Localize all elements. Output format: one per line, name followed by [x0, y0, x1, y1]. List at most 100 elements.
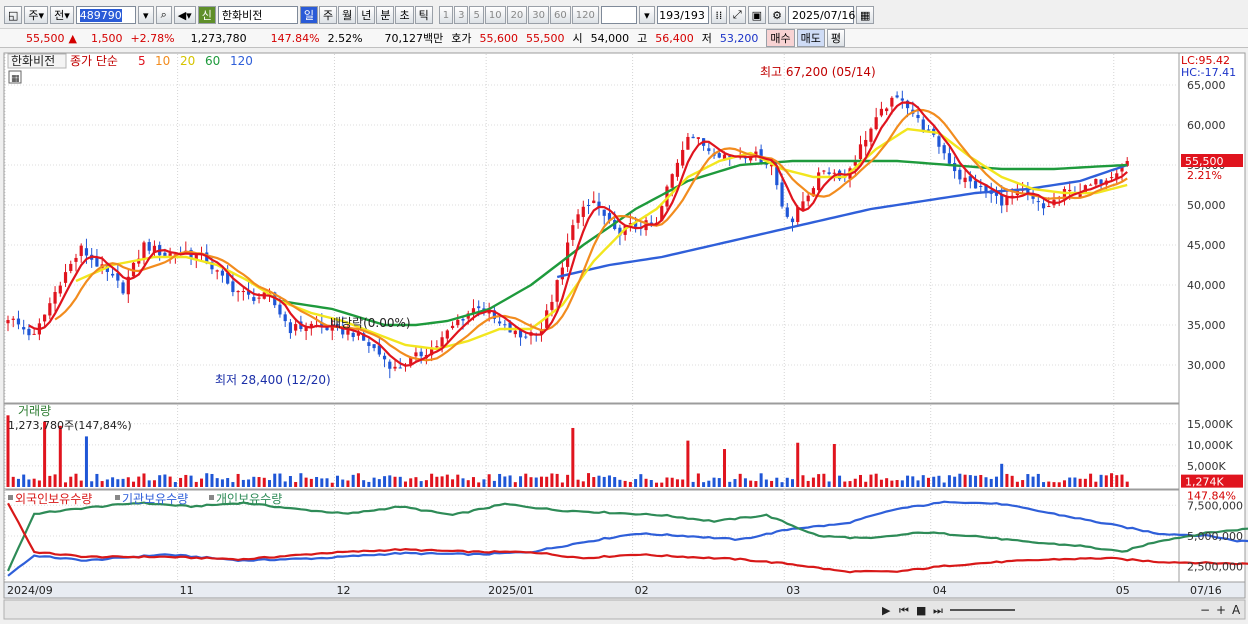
interval-button-60[interactable]: 60 [550, 6, 571, 24]
interval-button-3[interactable]: 3 [454, 6, 469, 24]
gear-icon[interactable]: ⚙ [768, 6, 786, 24]
holdings-y-tick-2: 2,500,000 [1187, 561, 1243, 574]
low-label: 저 [701, 32, 712, 45]
candle [973, 174, 978, 189]
grid-icon[interactable]: ⁞⁞ [710, 6, 727, 24]
candle-body [1120, 167, 1124, 172]
chart-svg[interactable]: 65,00060,00055,00050,00045,00040,00035,0… [0, 51, 1248, 621]
candle [74, 253, 78, 272]
code-input[interactable]: 489790 [75, 6, 136, 24]
candle-body [879, 108, 884, 116]
price-tag-percent: 2.21% [1187, 169, 1222, 182]
type-select[interactable]: 주 ▾ [24, 6, 49, 24]
volume-bar [461, 478, 465, 487]
period-tab-5[interactable]: 초 [395, 6, 414, 24]
candle-body [560, 267, 564, 280]
price-panel[interactable] [3, 52, 1180, 404]
volume-bar [435, 476, 439, 487]
candle-body [675, 162, 680, 177]
search-icon[interactable]: ⌕ [155, 6, 172, 24]
window-icon[interactable]: ◱ [4, 6, 23, 24]
interval-button-5[interactable]: 5 [469, 6, 484, 24]
candle-body [571, 225, 575, 240]
candle [874, 107, 878, 131]
price-tag-label: 55,500 [1185, 155, 1224, 168]
price-y-tick-7: 30,000 [1187, 359, 1226, 372]
interval-button-30[interactable]: 30 [528, 6, 550, 24]
volume-bar [1010, 475, 1014, 487]
period-tab-4[interactable]: 분 [376, 6, 395, 24]
candle-body [236, 291, 240, 293]
average-button[interactable]: 평 [826, 29, 846, 47]
volume-bar [377, 479, 381, 487]
save-icon[interactable]: ▣ [747, 6, 767, 24]
volume-bar [916, 480, 920, 487]
candle-body [294, 324, 298, 331]
ma-legend-120: 120 [230, 54, 253, 68]
type2-select[interactable]: 전 ▾ [50, 6, 74, 24]
candle [707, 143, 711, 155]
x-tick-7: 05 [1116, 584, 1130, 597]
interval-button-20[interactable]: 20 [506, 6, 528, 24]
interval-button-10[interactable]: 10 [484, 6, 506, 24]
high-price: 56,400 [655, 31, 694, 45]
volume-bar [1026, 474, 1030, 487]
volume-bar [330, 482, 334, 487]
candle-body [780, 182, 784, 207]
candle-body [1000, 194, 1004, 206]
volume-bar [780, 482, 784, 487]
candle-body [435, 346, 439, 348]
volume-bar [811, 477, 815, 487]
volume-bar [262, 477, 266, 487]
volume-bar [1099, 474, 1103, 487]
volume-bar [550, 473, 554, 487]
volume-bar [16, 478, 20, 487]
volume-bar [409, 478, 413, 487]
interval-button-120[interactable]: 120 [571, 6, 599, 24]
candle [518, 328, 523, 346]
count-display[interactable]: 193/193 [656, 6, 709, 24]
volume-panel[interactable] [3, 403, 1180, 490]
candle [377, 338, 381, 357]
volume-bar [111, 477, 115, 487]
volume-bar [90, 481, 94, 487]
volume-bar [356, 473, 360, 487]
period-tab-3[interactable]: 년 [357, 6, 376, 24]
interval-button-1[interactable]: 1 [438, 6, 454, 24]
candle-body [555, 280, 559, 302]
candle [1094, 178, 1098, 187]
code-dropdown-icon[interactable]: ▾ [137, 6, 154, 24]
candle-body [806, 195, 810, 202]
custom-interval-input[interactable] [600, 6, 637, 24]
candle [743, 156, 748, 164]
volume-bar [1110, 473, 1114, 487]
interval-dropdown-icon[interactable]: ▾ [638, 6, 655, 24]
period-tab-2[interactable]: 월 [338, 6, 357, 24]
speaker-icon[interactable]: ◀▾ [173, 6, 196, 24]
x-tick-4: 02 [635, 584, 649, 597]
candle-body [811, 188, 816, 197]
stock-name-field[interactable]: 한화비전 [217, 6, 298, 24]
volume-bar [566, 474, 570, 487]
volume-bar [524, 473, 528, 487]
sell-button[interactable]: 매도 [796, 29, 825, 47]
ma-legend-20: 20 [180, 54, 195, 68]
period-tab-0[interactable]: 일 [299, 6, 318, 24]
scroll-bar[interactable] [3, 599, 1246, 620]
expand-icon[interactable]: ⤢ [728, 6, 746, 24]
candle [456, 314, 460, 328]
candle-body [817, 172, 821, 191]
buy-button[interactable]: 매수 [766, 29, 795, 47]
calendar-icon[interactable]: ▦ [855, 6, 875, 24]
chart-area[interactable]: 65,00060,00055,00050,00045,00040,00035,0… [0, 51, 1248, 621]
date-field[interactable]: 2025/07/16 [787, 6, 855, 24]
period-tab-1[interactable]: 주 [318, 6, 338, 24]
volume-bar [163, 474, 167, 487]
candle-body [513, 330, 517, 335]
candle-body [775, 166, 779, 186]
period-tab-6[interactable]: 틱 [414, 6, 433, 24]
candle [288, 319, 293, 339]
x-tick-6: 04 [933, 584, 947, 597]
candle [32, 328, 36, 335]
